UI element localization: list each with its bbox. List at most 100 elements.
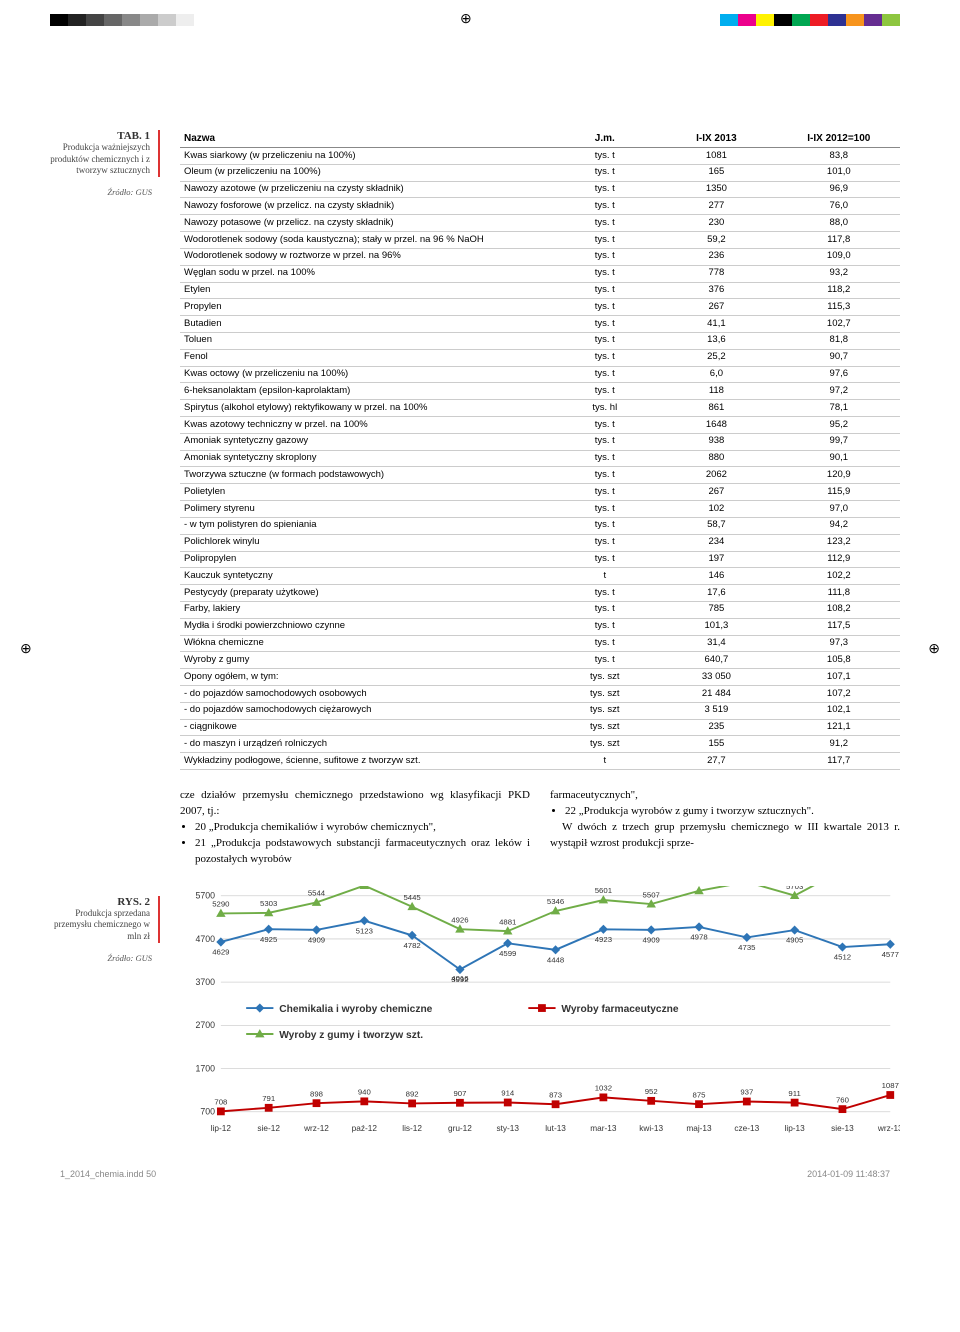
svg-text:5303: 5303 [260,899,277,908]
table-cell: tys. t [554,316,655,333]
table-cell: tys. szt [554,736,655,753]
table-cell: 267 [655,484,777,501]
body-left-col: cze działów przemysłu chemicznego przeds… [180,788,530,868]
table-cell: - w tym polistyren do spieniania [180,517,554,534]
svg-text:911: 911 [788,1089,800,1098]
table-cell: 1648 [655,417,777,434]
table-row: Kwas azotowy techniczny w przel. na 100%… [180,417,900,434]
svg-text:5346: 5346 [547,897,564,906]
table-cell: 111,8 [778,585,900,602]
table-row: Węglan sodu w przel. na 100%tys. t77893,… [180,265,900,282]
table-cell: 97,2 [778,383,900,400]
table-cell: Farby, lakiery [180,601,554,618]
table-cell: Wykładziny podłogowe, ścienne, sufitowe … [180,753,554,770]
chart-number: RYS. 2 [50,896,150,908]
table-cell: 108,2 [778,601,900,618]
table-cell: 197 [655,551,777,568]
table-cell: 118 [655,383,777,400]
table-cell: 234 [655,534,777,551]
table-cell: tys. t [554,332,655,349]
table-cell: Mydła i środki powierzchniowo czynne [180,618,554,635]
table-cell: 117,5 [778,618,900,635]
svg-text:892: 892 [406,1089,419,1098]
svg-text:wrz-12: wrz-12 [303,1124,329,1133]
table-cell: Kwas azotowy techniczny w przel. na 100% [180,417,554,434]
line-chart: 70017002700370047005700lip-12sie-12wrz-1… [180,886,900,1139]
table-cell: 120,9 [778,467,900,484]
table-row: Spirytus (alkohol etylowy) rektyfikowany… [180,400,900,417]
table-cell: 3 519 [655,702,777,719]
table-cell: 2062 [655,467,777,484]
table-row: - do pojazdów samochodowych osobowychtys… [180,686,900,703]
content-row: TAB. 1 Produkcja ważniejszych produktów … [50,130,900,770]
svg-text:907: 907 [453,1089,466,1098]
table-cell: 27,7 [655,753,777,770]
table-row: Farby, lakierytys. t785108,2 [180,601,900,618]
table-cell: 88,0 [778,215,900,232]
table-row: Pestycydy (preparaty użytkowe)tys. t17,6… [180,585,900,602]
table-cell: Wodorotlenek sodowy (soda kaustyczna); s… [180,232,554,249]
table-cell: Nawozy azotowe (w przeliczeniu na czysty… [180,181,554,198]
table-cell: 115,3 [778,299,900,316]
table-cell: Polietylen [180,484,554,501]
table-cell: Opony ogółem, w tym: [180,669,554,686]
table-cell: 235 [655,719,777,736]
table-cell: 90,7 [778,349,900,366]
svg-text:maj-13: maj-13 [686,1124,712,1133]
table-cell: 58,7 [655,517,777,534]
svg-text:791: 791 [262,1094,275,1103]
table-cell: 101,0 [778,164,900,181]
table-cell: 1350 [655,181,777,198]
table-cell: 101,3 [655,618,777,635]
svg-text:5123: 5123 [356,926,373,935]
table-cell: 78,1 [778,400,900,417]
chart-description: Produkcja sprzedana przemysłu chemiczneg… [50,908,150,943]
table-cell: 93,2 [778,265,900,282]
svg-text:4512: 4512 [834,952,851,961]
table-cell: 97,6 [778,366,900,383]
svg-text:5507: 5507 [643,890,660,899]
svg-text:4448: 4448 [547,955,564,964]
table-cell: 785 [655,601,777,618]
registration-mark-right: ⊕ [928,640,940,657]
registration-mark-left: ⊕ [20,640,32,657]
table-cell: tys. t [554,433,655,450]
svg-text:4905: 4905 [786,935,803,944]
table-cell: Węglan sodu w przel. na 100% [180,265,554,282]
table-cell: 102,1 [778,702,900,719]
table-cell: 109,0 [778,248,900,265]
chart-source: Źródło: GUS [50,953,160,963]
table-row: Wykładziny podłogowe, ścienne, sufitowe … [180,753,900,770]
table-cell: 95,2 [778,417,900,434]
svg-text:Wyroby farmaceutyczne: Wyroby farmaceutyczne [561,1004,679,1015]
table-cell: Spirytus (alkohol etylowy) rektyfikowany… [180,400,554,417]
svg-text:Chemikalia i wyroby chemiczne: Chemikalia i wyroby chemiczne [279,1004,432,1015]
table-cell: tys. t [554,299,655,316]
table-cell: 146 [655,568,777,585]
table-cell: 880 [655,450,777,467]
table-cell: 96,9 [778,181,900,198]
table-cell: 41,1 [655,316,777,333]
svg-text:760: 760 [836,1095,850,1104]
table-cell: 83,8 [778,148,900,165]
table-cell: tys. t [554,232,655,249]
svg-text:898: 898 [310,1089,323,1098]
table-row: Nawozy potasowe (w przelicz. na czysty s… [180,215,900,232]
table-cell: tys. hl [554,400,655,417]
table-cell: Polichlorek winylu [180,534,554,551]
table-row: Polietylentys. t267115,9 [180,484,900,501]
table-cell: 81,8 [778,332,900,349]
table-cell: 107,2 [778,686,900,703]
table-cell: 118,2 [778,282,900,299]
table-row: Nawozy azotowe (w przeliczeniu na czysty… [180,181,900,198]
table-cell: 102 [655,501,777,518]
svg-text:5544: 5544 [308,888,326,897]
svg-text:5290: 5290 [212,899,230,908]
svg-text:4909: 4909 [308,935,325,944]
table-cell: 91,2 [778,736,900,753]
table-cell: 267 [655,299,777,316]
svg-text:lip-12: lip-12 [211,1124,232,1133]
svg-text:873: 873 [549,1090,562,1099]
svg-text:cze-13: cze-13 [734,1124,759,1133]
table-row: Włókna chemicznetys. t31,497,3 [180,635,900,652]
